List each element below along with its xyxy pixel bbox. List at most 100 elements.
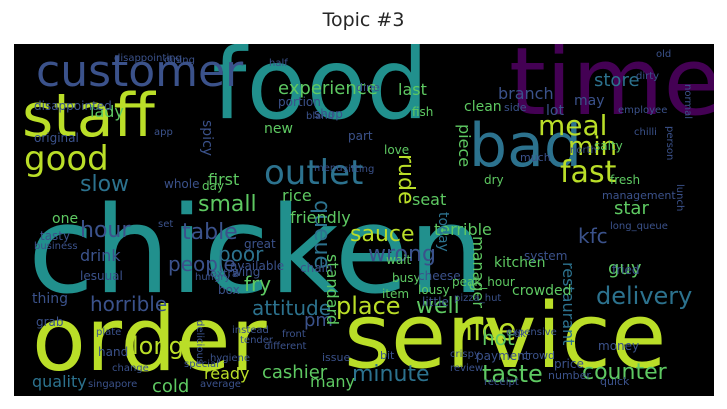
word-little: little [422, 295, 449, 309]
word-number: number [548, 369, 591, 382]
word-hour: hour [80, 218, 131, 243]
word-whole: whole [164, 177, 200, 191]
word-hungry: hungry [195, 272, 231, 283]
word-set: set [158, 219, 174, 230]
word-lousy: lousy [418, 283, 450, 297]
word-bad: bad [469, 111, 582, 181]
word-bland: bland [306, 111, 334, 122]
word-money: money [598, 339, 640, 353]
word-wait: wait [386, 253, 412, 267]
word-payment: payment [476, 349, 530, 363]
word-disappointing: disappointing [114, 53, 182, 64]
word-great: great [244, 237, 276, 251]
word-original: original [34, 131, 79, 145]
word-dirty: dirty [636, 71, 660, 82]
word-lot: lot [546, 103, 564, 119]
word-table: table [182, 220, 238, 245]
word-may: may [574, 93, 605, 109]
word-hygiene: hygiene [210, 353, 251, 364]
word-horrible: horrible [90, 292, 168, 316]
word-service: service [344, 284, 667, 389]
word-minute: minute [352, 362, 430, 387]
word-chicken: chicken [28, 182, 485, 321]
word-hand: hand [98, 345, 129, 359]
word-fresh: fresh [610, 173, 641, 187]
word-crispy: crispy [450, 349, 480, 360]
word-today: today [435, 212, 451, 252]
word-nice: nice [454, 313, 517, 348]
word-sauce: sauce [350, 222, 415, 247]
word-meal: meal [538, 109, 608, 142]
word-crowd: crowd [522, 349, 556, 362]
word-friendly: friendly [290, 208, 351, 227]
word-rice: rice [282, 186, 312, 205]
word-tender: tender [240, 335, 274, 346]
figure-title: Topic #3 [322, 9, 405, 31]
word-well: well [416, 294, 460, 319]
word-dry: dry [484, 173, 504, 187]
word-thing: thing [32, 291, 69, 307]
word-branch: branch [498, 84, 554, 103]
word-box: box [218, 283, 240, 297]
word-new: new [264, 121, 293, 137]
word-sitting: sitting [343, 164, 375, 175]
word-expensive: expensive [506, 327, 557, 338]
word-tasty: tasty [40, 229, 71, 243]
word-review: review [450, 363, 484, 374]
word-lunch: lunch [674, 184, 685, 212]
word-outlet: outlet [264, 153, 364, 193]
word-busy: busy [392, 271, 421, 285]
word-bit: bit [380, 349, 395, 362]
word-fry: fry [244, 272, 272, 296]
word-min: min [568, 132, 618, 162]
word-peak-hour: peak_hour [452, 275, 515, 289]
word-place: place [336, 292, 401, 320]
word-portion: portion [278, 95, 321, 109]
word-small: small [198, 192, 257, 217]
word-receipt: receipt [484, 377, 519, 388]
word-item: item [382, 287, 410, 301]
word-plate: plate [96, 327, 122, 338]
word-delicious: delicious [194, 320, 205, 364]
word-food: food [212, 44, 429, 142]
word-side: side [504, 101, 527, 114]
word-day: day [202, 179, 225, 193]
word-counter: counter [582, 360, 667, 385]
word-fish: fish [412, 105, 434, 119]
word-piece: piece [455, 124, 474, 168]
word-normal: normal [682, 84, 693, 120]
word-guy: guy [608, 258, 642, 279]
word-staff: staff [22, 81, 155, 151]
word-experience: experience [278, 78, 378, 99]
word-clean: clean [464, 99, 502, 115]
word-system: system [524, 249, 568, 263]
word-part: part [348, 129, 373, 143]
word-half: half [269, 58, 288, 69]
word-lady: lady [90, 102, 124, 121]
word-kfc: kfc [578, 224, 608, 248]
word-wing: wing [232, 265, 261, 279]
word-lesuual: lesuual [80, 269, 123, 283]
word-much: much [520, 151, 551, 164]
word-price: price [554, 357, 584, 371]
word-terrible: terrible [434, 220, 492, 239]
word-time: time [509, 44, 714, 137]
word-available: available [230, 259, 285, 273]
word-one: one [52, 211, 79, 227]
word-dine: dine [356, 81, 380, 94]
word-extra: extra [210, 267, 239, 280]
word-different: different [264, 341, 307, 352]
word-crowded: crowded [512, 283, 572, 299]
word-drink: drink [80, 246, 121, 265]
word-fast: fast [560, 155, 617, 190]
word-seat: seat [412, 190, 447, 209]
word-ok: ok [514, 329, 526, 340]
word-long-queue: long_queue [610, 221, 668, 232]
word-store: store [594, 70, 640, 91]
word-last: last [398, 80, 427, 99]
word-restaurant: restaurant [559, 262, 578, 346]
word-special: special [184, 359, 219, 370]
word-old: old [656, 49, 672, 60]
word-disappointed: disappointed [34, 99, 112, 113]
word-many: many [310, 372, 355, 391]
